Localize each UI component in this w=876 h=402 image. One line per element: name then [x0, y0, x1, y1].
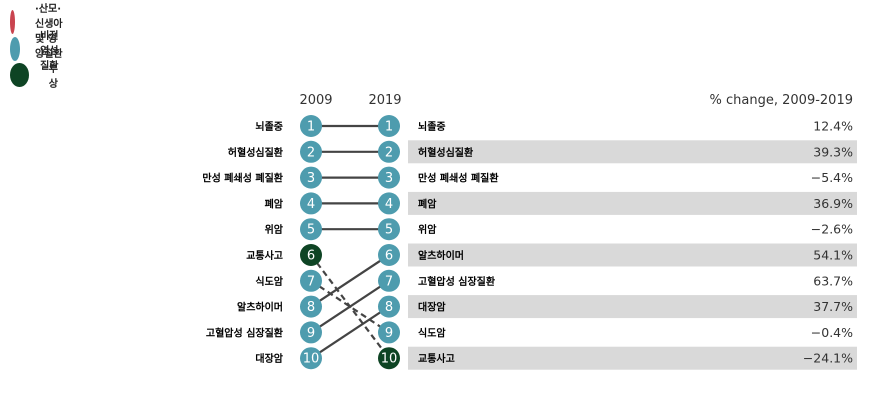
right-rank-circle: [378, 347, 400, 370]
left-rank-circle: [300, 218, 322, 241]
right-cause-label: 알츠하이머: [418, 249, 464, 262]
row-stripe: [408, 243, 857, 267]
left-rank-number: 6: [307, 249, 315, 264]
right-rank-circle: [378, 192, 400, 215]
rank-link-line: [310, 279, 390, 334]
left-rank-number: 5: [307, 223, 315, 238]
left-cause-label: 위암: [265, 223, 284, 236]
right-rank-number: 8: [385, 300, 393, 315]
pct-change-value: −0.4%: [811, 325, 853, 340]
right-cause-label: 고혈압성 심장질환: [418, 275, 496, 288]
left-rank-circle: [300, 244, 322, 266]
left-rank-circle: [300, 115, 322, 137]
left-rank-number: 1: [307, 120, 315, 135]
right-rank-number: 5: [385, 223, 393, 238]
left-cause-label: 뇌졸중: [255, 120, 283, 133]
right-rank-circle: [378, 269, 400, 292]
right-rank-number: 2: [385, 145, 393, 160]
left-cause-label: 만성 폐쇄성 폐질환: [202, 172, 283, 185]
left-rank-circle: [300, 140, 322, 163]
left-rank-circle: [300, 321, 322, 344]
rank-link-line: [310, 305, 390, 360]
legend-label: 부상: [48, 64, 58, 90]
pct-change-value: 63.7%: [813, 273, 853, 288]
legend-swatch: [10, 37, 21, 61]
left-rank-circle: [300, 269, 322, 292]
left-rank-number: 9: [307, 326, 315, 341]
legend-label: 비전염성질환: [40, 30, 59, 72]
pct-change-value: 39.3%: [813, 144, 853, 159]
left-rank-number: 8: [307, 300, 315, 315]
right-rank-circle: [378, 166, 400, 189]
row-stripe: [408, 346, 857, 370]
left-cause-label: 교통사고: [246, 249, 283, 262]
right-cause-label: 뇌졸중: [418, 120, 446, 133]
right-rank-circle: [378, 321, 400, 344]
left-rank-number: 2: [307, 145, 315, 160]
right-rank-number: 9: [385, 326, 393, 341]
right-cause-label: 폐암: [418, 197, 437, 210]
pct-change-value: 54.1%: [813, 248, 853, 263]
right-rank-circle: [378, 218, 400, 241]
left-rank-circle: [300, 192, 322, 215]
right-rank-circle: [378, 115, 400, 137]
right-rank-number: 1: [385, 120, 393, 135]
right-rank-number: 4: [385, 197, 393, 212]
legend-swatch: [10, 63, 29, 87]
right-rank-circle: [378, 295, 400, 318]
legend-swatch: [10, 10, 16, 34]
legend-item: 전염성·산모·신생아 및 영양질환: [10, 4, 63, 60]
pct-change-value: 36.9%: [813, 196, 853, 211]
right-rank-circle: [378, 140, 400, 163]
left-rank-circle: [300, 295, 322, 318]
pct-change-value: 12.4%: [813, 119, 853, 134]
left-rank-circle: [300, 347, 322, 370]
right-rank-circle: [378, 244, 400, 266]
rank-link-line: [310, 254, 390, 308]
pct-change-value: 37.7%: [813, 299, 853, 314]
left-cause-label: 허혈성심질환: [228, 146, 284, 159]
right-cause-label: 대장암: [418, 301, 446, 314]
left-cause-label: 폐암: [265, 197, 284, 210]
right-cause-label: 교통사고: [418, 352, 455, 365]
left-rank-number: 7: [307, 274, 315, 289]
left-cause-label: 대장암: [255, 352, 283, 365]
legend-item: 비전염성질환: [10, 31, 63, 72]
year-2019-header: 2019: [368, 93, 401, 108]
right-cause-label: 만성 폐쇄성 폐질환: [418, 172, 499, 185]
pct-change-value: −2.6%: [811, 222, 853, 237]
left-rank-circle: [300, 166, 322, 189]
right-rank-number: 6: [385, 249, 393, 264]
pct-change-value: −24.1%: [803, 351, 853, 366]
left-rank-number: 4: [307, 197, 315, 212]
row-stripe: [408, 295, 857, 319]
right-cause-label: 허혈성심질환: [418, 146, 474, 159]
row-stripe: [408, 191, 857, 215]
left-cause-label: 식도암: [255, 275, 283, 288]
legend-item: 부상: [10, 63, 63, 90]
left-cause-label: 알츠하이머: [237, 301, 283, 314]
left-rank-number: 3: [307, 171, 315, 186]
row-stripe: [408, 140, 857, 164]
pct-change-header: % change, 2009-2019: [710, 93, 853, 108]
legend-label: 전염성·산모·신생아 및 영양질환: [35, 3, 63, 60]
right-rank-number: 7: [385, 274, 393, 289]
left-rank-number: 10: [303, 352, 320, 367]
right-cause-label: 식도암: [418, 326, 446, 339]
pct-change-value: −5.4%: [811, 170, 853, 185]
rank-drop-line: [310, 279, 390, 334]
right-rank-number: 10: [381, 352, 398, 367]
right-cause-label: 위암: [418, 223, 437, 236]
left-cause-label: 고혈압성 심장질환: [206, 326, 284, 339]
year-2009-header: 2009: [299, 93, 332, 108]
right-rank-number: 3: [385, 171, 393, 186]
